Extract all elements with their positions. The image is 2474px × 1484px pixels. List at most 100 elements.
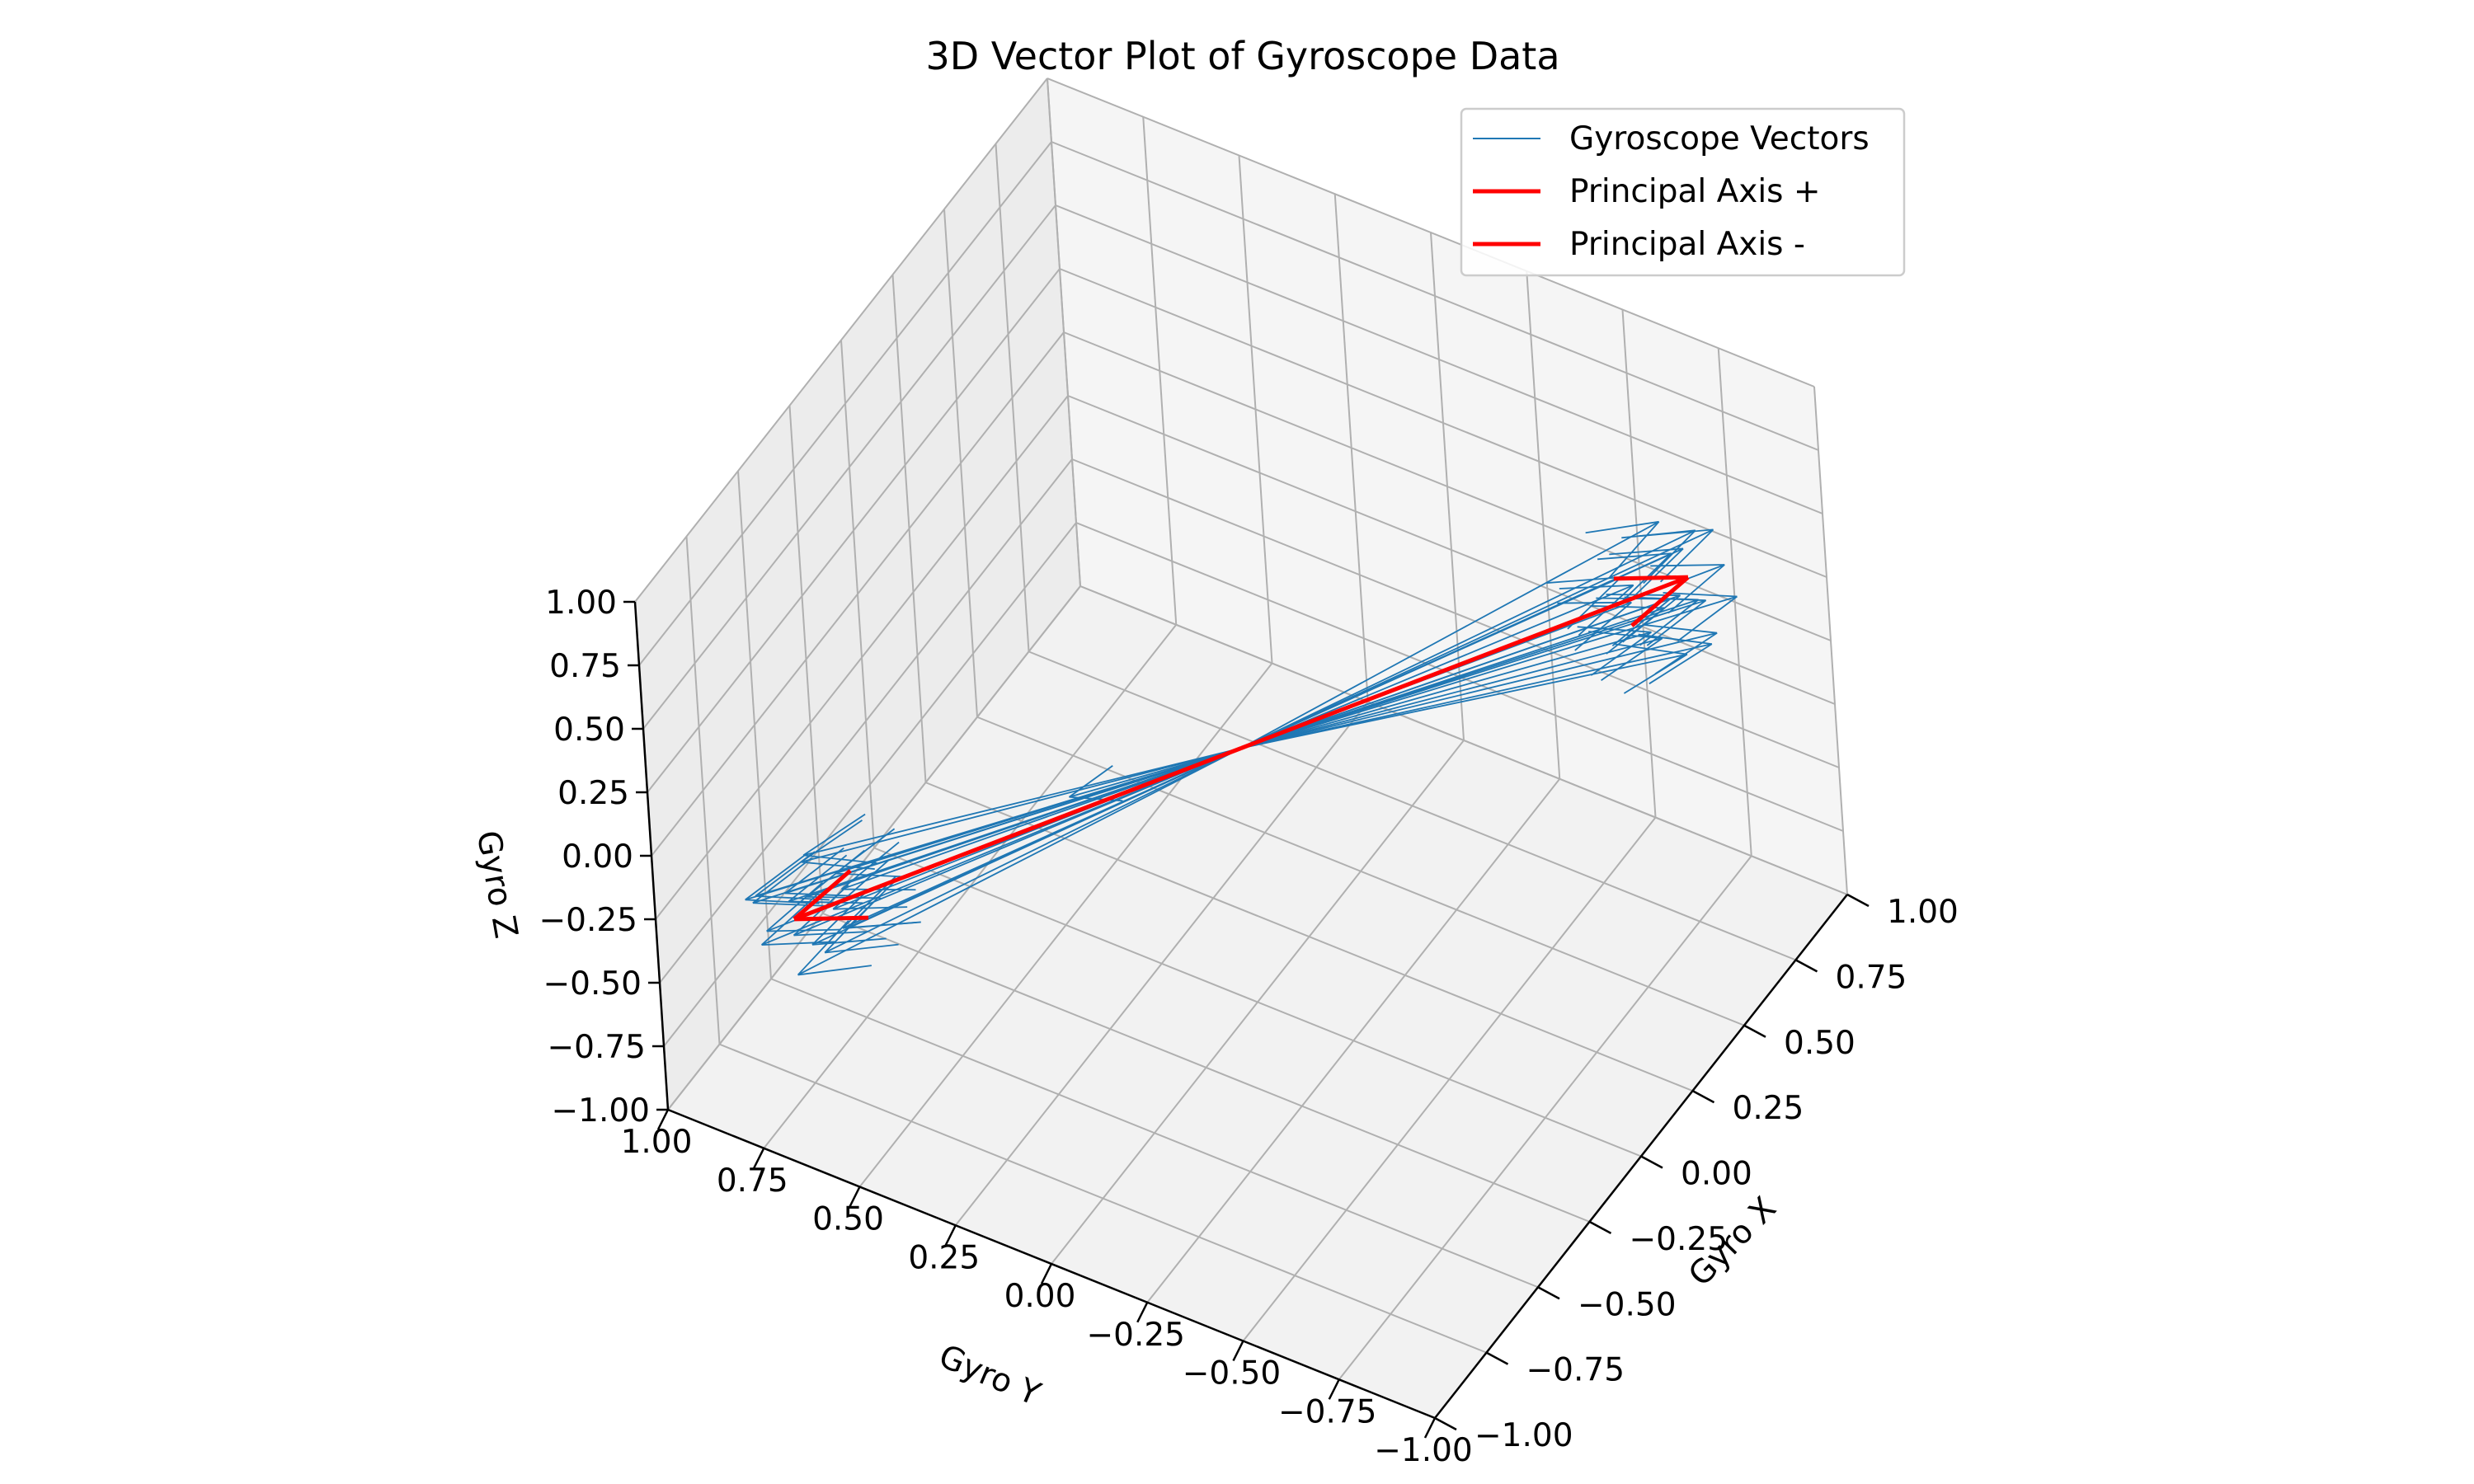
y-tick-5	[944, 1224, 957, 1246]
vector-head-a-0-19	[1663, 592, 1738, 598]
vector-head-b-0-19	[1677, 595, 1738, 642]
vector-head-a-2-0	[1613, 575, 1688, 581]
grid-wall-x-z-5	[1059, 268, 1827, 578]
vector-head-a-0-27	[797, 965, 872, 976]
grid-wall-x-y-5	[1526, 270, 1561, 779]
y-axis-label: Gyro Y	[934, 1338, 1046, 1414]
grid-wall-y-z-6	[642, 204, 1056, 730]
vector-head-a-0-30	[825, 943, 899, 954]
legend-frame	[1460, 107, 1906, 277]
grid-wall-y-z-4	[651, 331, 1065, 857]
series-1	[793, 746, 1242, 922]
grid-wall-y-x-7	[685, 536, 721, 1045]
vector-0-16	[1240, 637, 1663, 749]
vector-head-a-0-37	[752, 902, 827, 907]
vector-head-b-0-2	[1649, 643, 1713, 685]
y-tick-label-0: −1.00	[1374, 1432, 1473, 1469]
grid-wall-x-z-7	[1051, 141, 1819, 451]
x-tick-3	[1588, 1220, 1612, 1234]
z-tick-label-4: 0.00	[562, 838, 633, 876]
y-tick-label-2: −0.50	[1183, 1355, 1282, 1392]
vector-0-3	[1240, 632, 1718, 749]
x-tick-label-5: 0.25	[1733, 1090, 1804, 1127]
vector-head-a-0-32	[803, 854, 877, 864]
x-tick-0	[1434, 1416, 1457, 1431]
x-tick-4	[1640, 1155, 1663, 1169]
x-tick-6	[1743, 1024, 1766, 1038]
z-tick-label-0: −1.00	[551, 1092, 650, 1129]
grid-wall-x-y-8	[1813, 386, 1848, 895]
vector-head-a-0-12	[1585, 520, 1659, 534]
x-tick-8	[1846, 893, 1870, 908]
x-tick-label-4: 0.00	[1681, 1156, 1752, 1193]
y-tick-7	[753, 1148, 765, 1169]
y-tick-0	[1423, 1417, 1437, 1439]
vector-head-b-0-37	[752, 857, 812, 904]
vector-2-0	[1240, 575, 1689, 750]
vector-head-b-0-14	[1611, 598, 1671, 647]
vector-0-7	[1240, 576, 1621, 749]
y-tick-6	[849, 1186, 861, 1208]
y-tick-1	[1328, 1378, 1340, 1400]
y-tick-3	[1136, 1302, 1149, 1323]
y-tick-label-6: 0.50	[812, 1201, 884, 1238]
legend-label-principal-axis-plus: Principal Axis +	[1569, 173, 1821, 210]
x-tick-7	[1794, 959, 1818, 973]
vector-0-39	[793, 747, 1242, 937]
vector-0-33	[745, 747, 1242, 901]
grid-wall-y-z-5	[647, 268, 1061, 793]
y-tick-4	[1040, 1263, 1053, 1284]
x-tick-label-1: −0.75	[1526, 1352, 1625, 1389]
x-tick-label-7: 0.75	[1836, 959, 1907, 996]
grid-floor-y-6	[1242, 816, 1657, 1342]
vector-head-b-0-8	[1667, 564, 1725, 614]
vector-0-11	[1240, 653, 1688, 749]
z-tick-label-3: −0.25	[539, 902, 637, 939]
y-tick-2	[1232, 1340, 1244, 1362]
y-tick-label-4: 0.00	[1004, 1278, 1076, 1315]
y-tick-label-7: 0.75	[717, 1162, 788, 1200]
vector-0-27	[797, 747, 1242, 976]
axes-ticks: −1.00−0.75−0.50−0.250.000.250.500.751.00…	[539, 585, 1958, 1469]
x-tick-5	[1691, 1090, 1715, 1104]
vector-head-a-0-8	[1650, 564, 1725, 567]
vector-1-0	[793, 746, 1242, 922]
grid-floor-y-7	[1338, 855, 1752, 1380]
y-tick-label-5: 0.25	[908, 1239, 980, 1276]
y-tick-label-3: −0.25	[1086, 1317, 1185, 1354]
vector-head-b-2-0	[1630, 575, 1690, 627]
vector-head-b-0-34	[760, 895, 817, 946]
vector-head-a-0-39	[793, 931, 868, 937]
vector-0-37	[752, 747, 1242, 904]
grid-floor-y-4	[1051, 740, 1465, 1265]
z-tick-label-2: −0.50	[543, 965, 642, 1003]
grid-wall-x-z-8	[1047, 77, 1815, 387]
x-tick-label-8: 1.00	[1887, 894, 1959, 931]
z-axis-label: Gyro Z	[469, 828, 524, 941]
vector-head-b-0-20	[1068, 765, 1113, 798]
y-tick-8	[656, 1109, 670, 1130]
vector-head-a-0-36	[842, 921, 917, 929]
vector-0-30	[824, 747, 1242, 954]
vector-head-a-0-3	[1643, 623, 1718, 634]
vector-head-b-0-23	[784, 847, 844, 895]
x-tick-label-0: −1.00	[1475, 1417, 1573, 1454]
vector-head-b-1-0	[793, 869, 852, 921]
series-2	[1240, 575, 1690, 750]
vector-0-17	[1240, 529, 1696, 749]
vector-layer	[745, 520, 1738, 976]
vector-head-b-0-9	[1590, 631, 1652, 676]
grid-floor-x-7	[719, 1043, 1487, 1354]
x-tick-label-3: −0.25	[1630, 1221, 1729, 1258]
grid-wall-x-z-6	[1055, 204, 1823, 514]
legend: Gyroscope Vectors Principal Axis + Princ…	[1460, 107, 1906, 277]
series-0	[745, 520, 1738, 976]
y-tick-label-1: −0.75	[1278, 1393, 1377, 1430]
legend-label-gyroscope-vectors: Gyroscope Vectors	[1569, 120, 1870, 157]
vector-head-b-0-0	[1629, 547, 1684, 601]
vector-head-a-0-11	[1613, 643, 1688, 655]
x-tick-2	[1537, 1286, 1560, 1300]
vector-head-b-0-38	[806, 849, 865, 898]
vector-head-b-0-16	[1601, 637, 1663, 681]
